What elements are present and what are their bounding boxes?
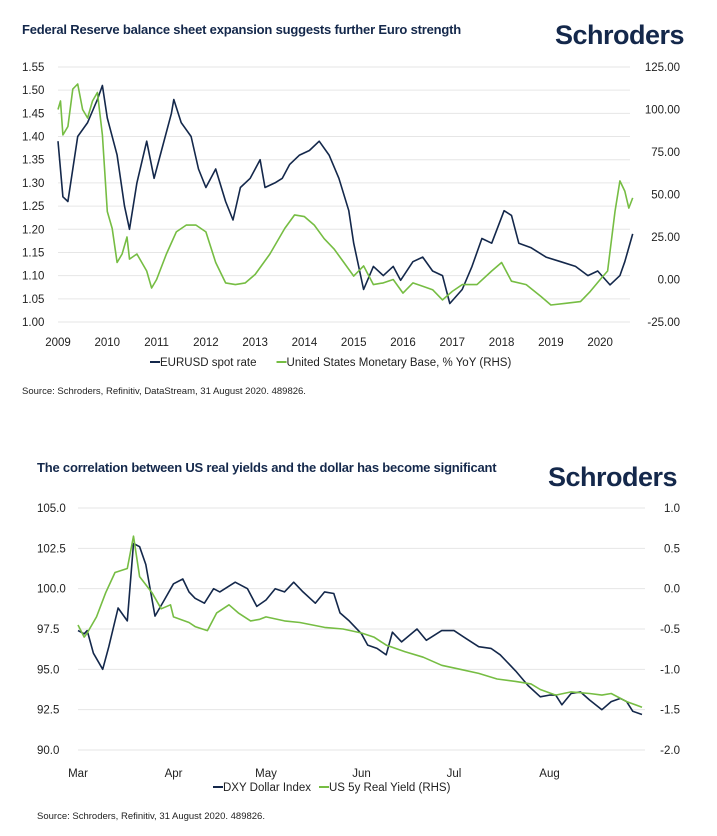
x-tick-label: Apr [165, 768, 183, 780]
y-right-tick-label: 100.00 [645, 105, 680, 117]
y-right-tick-label: 75.00 [651, 147, 680, 159]
y-left-tick-label: 1.50 [22, 85, 44, 97]
x-tick-label: 2018 [489, 337, 515, 349]
x-tick-label: 2017 [440, 337, 466, 349]
y-right-tick-label: -2.0 [660, 745, 680, 757]
y-left-tick-label: 1.20 [22, 224, 44, 236]
chart1-title: Federal Reserve balance sheet expansion … [22, 22, 461, 37]
x-tick-label: 2016 [390, 337, 416, 349]
series-line-navy [57, 84, 634, 305]
y-left-tick-label: 95.0 [37, 664, 59, 676]
y-left-tick-label: 1.25 [22, 201, 44, 213]
x-tick-label: Jul [447, 768, 462, 780]
x-tick-label: Aug [539, 768, 559, 780]
x-tick-label: 2009 [45, 337, 71, 349]
chart2-title: The correlation between US real yields a… [37, 460, 497, 475]
y-right-tick-label: 50.00 [651, 190, 680, 202]
y-left-tick-label: 1.30 [22, 178, 44, 190]
y-right-tick-label: -0.5 [660, 624, 680, 636]
y-right-tick-label: -1.0 [660, 664, 680, 676]
chart2-svg: 90.0 92.5 95.0 97.5 100.0 102.5 105.0 -2.0 -1.5 -… [37, 503, 680, 794]
y-left-tick-label: 97.5 [37, 624, 59, 636]
x-tick-label: 2019 [538, 337, 564, 349]
x-tick-label: 2011 [144, 337, 169, 349]
schroders-logo: Schroders [555, 20, 685, 50]
chart1-svg: 1.00 1.05 1.10 1.15 1.20 1.25 1.30 1.35 1.40 1.45… [22, 62, 680, 369]
legend-label: US 5y Real Yield (RHS) [329, 782, 451, 794]
legend-label: EURUSD spot rate [160, 357, 257, 369]
y-right-tick-label: -25.00 [647, 317, 680, 329]
y-left-tick-label: 1.05 [22, 294, 44, 306]
series-line-green [57, 83, 634, 306]
x-tick-label: 2013 [242, 337, 268, 349]
x-tick-label: 2012 [193, 337, 219, 349]
schroders-logo-2: Schroders [548, 462, 678, 492]
chart1-source: Source: Schroders, Refinitiv, DataStream… [22, 386, 306, 397]
x-tick-label: 2015 [341, 337, 367, 349]
y-left-tick-label: 1.35 [22, 155, 44, 167]
x-tick-label: 2020 [587, 337, 613, 349]
y-right-tick-label: 125.00 [645, 62, 680, 74]
series-line-green [77, 535, 643, 708]
y-left-tick-label: 90.0 [37, 745, 59, 757]
y-right-tick-label: -1.5 [660, 705, 680, 717]
x-tick-label: 2010 [94, 337, 120, 349]
chart2-source: Source: Schroders, Refinitiv, 31 August … [37, 811, 265, 822]
y-right-tick-label: 25.00 [651, 232, 680, 244]
y-left-tick-label: 1.15 [22, 247, 44, 259]
x-tick-label: 2014 [292, 337, 318, 349]
y-right-tick-label: 0.5 [664, 543, 680, 555]
y-left-tick-label: 100.0 [37, 584, 66, 596]
y-left-tick-label: 92.5 [37, 705, 59, 717]
legend-label: DXY Dollar Index [223, 782, 311, 794]
y-left-tick-label: 102.5 [37, 543, 66, 555]
y-left-tick-label: 1.55 [22, 62, 44, 74]
y-left-tick-label: 1.40 [22, 132, 44, 144]
y-right-tick-label: 0.00 [658, 275, 680, 287]
x-tick-label: Mar [68, 768, 88, 780]
y-right-tick-label: 0.0 [664, 584, 680, 596]
y-left-tick-label: 1.10 [22, 271, 44, 283]
x-tick-label: May [255, 768, 277, 780]
y-left-tick-label: 1.00 [22, 317, 44, 329]
x-tick-label: Jun [352, 768, 371, 780]
y-left-tick-label: 105.0 [37, 503, 66, 515]
y-right-tick-label: 1.0 [664, 503, 680, 515]
legend-label: United States Monetary Base, % YoY (RHS) [287, 357, 512, 369]
y-left-tick-label: 1.45 [22, 108, 44, 120]
